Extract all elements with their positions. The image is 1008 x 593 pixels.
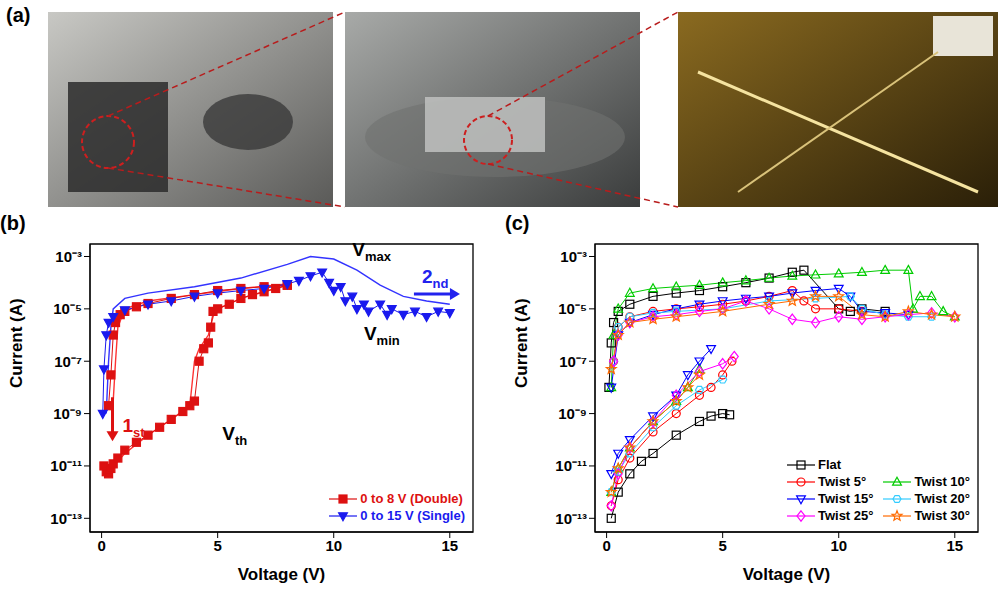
svg-text:10⁻⁵: 10⁻⁵ <box>558 300 587 317</box>
svg-text:Vmax: Vmax <box>352 239 391 264</box>
svg-text:Current (A): Current (A) <box>512 298 531 388</box>
html-text:(a): (a) <box>6 4 31 26</box>
svg-text:Vmin: Vmin <box>364 323 400 348</box>
svg-text:10⁻³: 10⁻³ <box>560 248 587 265</box>
svg-text:5: 5 <box>213 537 221 554</box>
svg-text:15: 15 <box>441 537 458 554</box>
html-text:Twist 25°: Twist 25° <box>817 508 874 523</box>
svg-text:2nd: 2nd <box>422 266 449 291</box>
html-text:Flat: Flat <box>817 457 842 472</box>
html-text:(c): (c) <box>505 212 530 234</box>
svg-text:10⁻¹¹: 10⁻¹¹ <box>50 457 82 474</box>
html-text:Twist 30°: Twist 30° <box>914 508 970 523</box>
svg-text:10⁻⁹: 10⁻⁹ <box>558 405 587 422</box>
svg-text:10⁻⁷: 10⁻⁷ <box>559 353 587 370</box>
html-text:0 to 15 V (Single): 0 to 15 V (Single) <box>360 508 465 523</box>
svg-text:10⁻¹¹: 10⁻¹¹ <box>555 457 587 474</box>
svg-text:5: 5 <box>718 537 726 554</box>
html-text:0 to 8 V (Double): 0 to 8 V (Double) <box>360 491 463 506</box>
html-text:Twist 20°: Twist 20° <box>914 491 970 506</box>
svg-text:0: 0 <box>602 537 610 554</box>
svg-text:10: 10 <box>325 537 342 554</box>
svg-text:1st: 1st <box>122 415 145 440</box>
svg-text:0: 0 <box>97 537 105 554</box>
html-text:(b): (b) <box>0 212 26 234</box>
svg-text:10⁻⁵: 10⁻⁵ <box>53 300 82 317</box>
svg-text:10⁻³: 10⁻³ <box>55 248 82 265</box>
svg-text:Voltage (V): Voltage (V) <box>238 565 326 584</box>
svg-text:15: 15 <box>946 537 963 554</box>
html-text:Twist 10°: Twist 10° <box>914 474 970 489</box>
svg-text:10⁻⁷: 10⁻⁷ <box>54 353 82 370</box>
svg-text:10: 10 <box>830 537 847 554</box>
svg-text:Current (A): Current (A) <box>7 298 26 388</box>
html-text:Twist 5°: Twist 5° <box>817 474 867 489</box>
svg-text:Voltage (V): Voltage (V) <box>743 565 831 584</box>
svg-text:10⁻¹³: 10⁻¹³ <box>50 510 82 527</box>
html-text:Twist 15°: Twist 15° <box>817 491 874 506</box>
svg-text:10⁻⁹: 10⁻⁹ <box>53 405 82 422</box>
svg-text:10⁻¹³: 10⁻¹³ <box>555 510 587 527</box>
svg-text:Vth: Vth <box>222 423 247 448</box>
